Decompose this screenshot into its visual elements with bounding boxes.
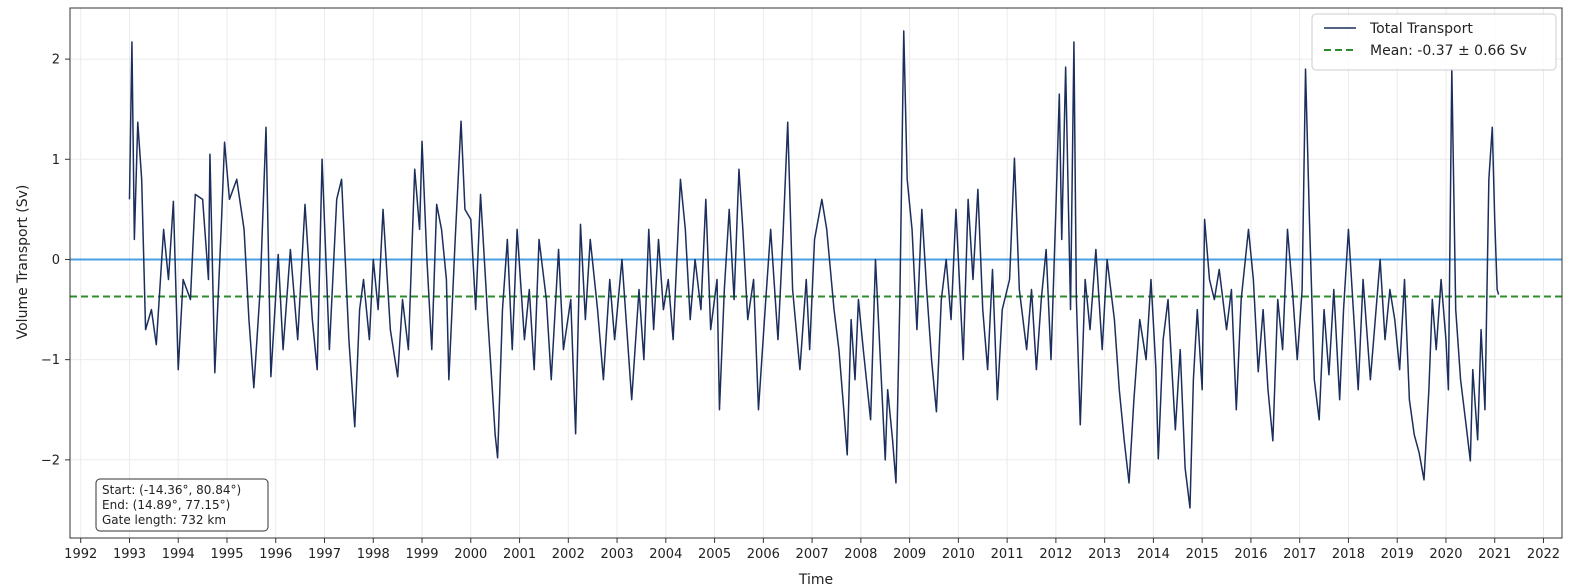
legend-frame (1311, 13, 1557, 71)
series-line-total-transport (128, 30, 1500, 509)
series-layer (128, 30, 1500, 509)
x-tick-label-2014: 2014 (1137, 547, 1170, 562)
info-end: End: (14.89°, 77.15°) (102, 498, 230, 512)
axes: 1992 1993 1994 1995 1996 1997 1998 1999 2000 2001… (41, 7, 1563, 562)
x-tick-label-2016: 2016 (1234, 547, 1267, 562)
x-tick-label-2015: 2015 (1186, 547, 1219, 562)
legend-label-total-transport: Total Transport (1369, 21, 1473, 37)
x-tick-label-2000: 2000 (454, 547, 487, 562)
x-tick-label-1996: 1996 (259, 547, 292, 562)
x-tick-label-2009: 2009 (893, 547, 926, 562)
info-box-frame (95, 478, 269, 532)
x-tick-label-2021: 2021 (1478, 547, 1511, 562)
x-tick-label-1997: 1997 (308, 547, 341, 562)
x-tick-label-2010: 2010 (942, 547, 975, 562)
y-tick-label-3: 1 (52, 153, 60, 168)
x-tick-label-1993: 1993 (113, 547, 146, 562)
x-tick-label-2003: 2003 (601, 547, 634, 562)
x-tick-label-1994: 1994 (162, 547, 195, 562)
info-start: Start: (-14.36°, 80.84°) (102, 483, 241, 497)
x-tick-label-2013: 2013 (1088, 547, 1121, 562)
plot-frame (69, 7, 1563, 539)
y-tick-label-0: −2 (41, 453, 60, 468)
x-axis-label: Time (798, 572, 833, 588)
x-tick-label-1995: 1995 (210, 547, 243, 562)
x-tick-label-2017: 2017 (1283, 547, 1316, 562)
x-tick-label-2001: 2001 (503, 547, 536, 562)
legend-label-mean: Mean: -0.37 ± 0.66 Sv (1370, 43, 1527, 59)
grid (70, 8, 1562, 538)
x-tick-label-2008: 2008 (844, 547, 877, 562)
x-tick-label-2005: 2005 (698, 547, 731, 562)
gate-info-box: Start: (-14.36°, 80.84°) End: (14.89°, 7… (95, 478, 269, 532)
x-tick-label-2018: 2018 (1332, 547, 1365, 562)
x-tick-label-2011: 2011 (991, 547, 1024, 562)
x-tick-label-1999: 1999 (405, 547, 438, 562)
x-tick-label-2012: 2012 (1039, 547, 1072, 562)
y-axis-label: Volume Transport (Sv) (15, 185, 31, 340)
legend: Total Transport Mean: -0.37 ± 0.66 Sv (1311, 13, 1557, 71)
x-tick-label-2007: 2007 (796, 547, 829, 562)
x-tick-label-2019: 2019 (1381, 547, 1414, 562)
x-tick-label-2004: 2004 (649, 547, 682, 562)
x-tick-label-2006: 2006 (747, 547, 780, 562)
x-tick-label-1992: 1992 (64, 547, 97, 562)
y-tick-label-1: −1 (41, 353, 60, 368)
x-tick-label-2022: 2022 (1527, 547, 1560, 562)
y-tick-label-2: 0 (52, 253, 60, 268)
y-tick-label-4: 2 (52, 53, 60, 68)
x-tick-label-1998: 1998 (357, 547, 390, 562)
x-tick-label-2020: 2020 (1429, 547, 1462, 562)
x-tick-label-2002: 2002 (552, 547, 585, 562)
info-gate-length: Gate length: 732 km (102, 513, 226, 527)
